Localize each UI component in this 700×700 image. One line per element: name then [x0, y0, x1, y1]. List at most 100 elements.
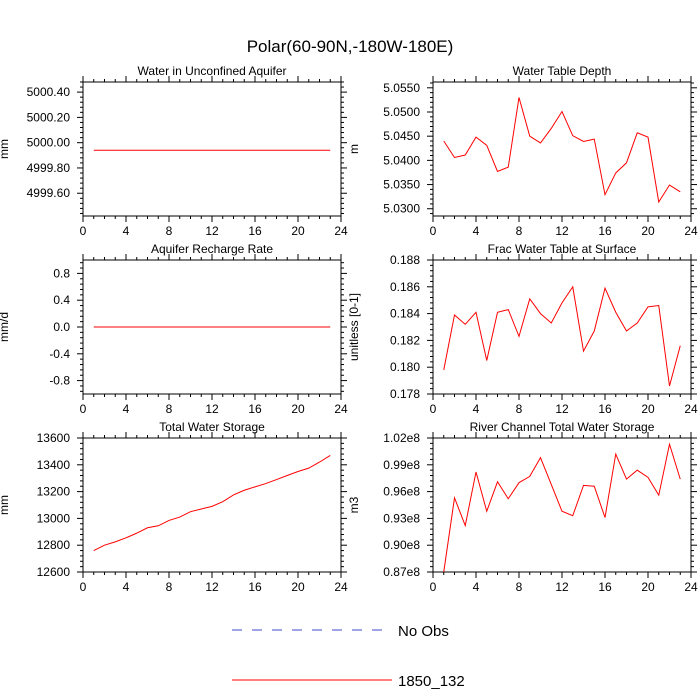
x-tick-label: 0 — [80, 580, 87, 594]
x-tick-label: 16 — [248, 580, 262, 594]
y-tick-label: 0.180 — [390, 360, 420, 374]
x-tick-label: 8 — [516, 224, 523, 238]
x-tick-label: 20 — [641, 402, 655, 416]
series-line-1850-132 — [443, 285, 681, 387]
panel-frac-water-table-at-surface: Frac Water Table at Surface 0 4 8 12 16 20 24 0.… — [347, 242, 698, 416]
plot-frame — [432, 259, 692, 395]
x-tick-label: 0 — [430, 224, 437, 238]
x-tick-label: 12 — [555, 402, 569, 416]
y-tick-label: 0.90e8 — [383, 538, 420, 552]
x-tick-label: 20 — [291, 580, 305, 594]
x-tick-label: 4 — [473, 402, 480, 416]
y-axis-label: mm/d — [0, 312, 11, 342]
y-tick-label: 5000.00 — [27, 136, 71, 150]
x-tick-label: 0 — [430, 402, 437, 416]
x-tick-label: 16 — [598, 580, 612, 594]
y-tick-label: 5000.20 — [27, 110, 71, 124]
x-tick-label: 4 — [123, 402, 130, 416]
x-tick-label: 4 — [473, 580, 480, 594]
panel-total-water-storage: Total Water Storage 0 4 8 12 16 20 24 12600 12800… — [0, 420, 348, 594]
panel-title: Aquifer Recharge Rate — [151, 242, 273, 256]
x-tick-label: 24 — [334, 224, 348, 238]
x-tick-label: 20 — [291, 402, 305, 416]
series-line-1850-132 — [443, 442, 681, 573]
x-tick-label: 16 — [248, 224, 262, 238]
y-tick-label: 0.182 — [390, 333, 420, 347]
y-tick-label: 5.0300 — [383, 202, 420, 216]
panel-title: Total Water Storage — [159, 420, 265, 434]
y-tick-label: 13400 — [37, 458, 71, 472]
panel-aquifer-recharge-rate: Aquifer Recharge Rate 0 4 8 12 16 20 24 -0.8 -0.4… — [0, 242, 348, 416]
x-tick-label: 16 — [598, 402, 612, 416]
legend-label: No Obs — [398, 623, 449, 640]
y-tick-label: -0.4 — [49, 347, 70, 361]
x-tick-label: 12 — [205, 580, 219, 594]
x-tick-label: 20 — [641, 224, 655, 238]
y-tick-label: 0.178 — [390, 387, 420, 401]
legend-entry-1850-132: 1850_132 — [232, 673, 465, 690]
x-tick-label: 24 — [684, 224, 698, 238]
x-tick-label: 16 — [598, 224, 612, 238]
x-tick-label: 8 — [516, 580, 523, 594]
figure-title: Polar(60-90N,-180W-180E) — [247, 37, 454, 56]
y-tick-label: -0.8 — [49, 374, 70, 388]
x-tick-label: 0 — [80, 224, 87, 238]
y-tick-label: 0.188 — [390, 253, 420, 267]
panel-water-in-unconfined-aquifer: Water in Unconfined Aquifer 0 4 8 12 16 20 24 49… — [0, 64, 348, 238]
x-tick-label: 16 — [248, 402, 262, 416]
plot-frame — [432, 437, 692, 573]
x-tick-label: 8 — [166, 580, 173, 594]
y-tick-label: 5000.40 — [27, 85, 71, 99]
y-tick-label: 0.4 — [53, 293, 70, 307]
y-tick-label: 13200 — [37, 485, 71, 499]
y-tick-label: 4999.60 — [27, 186, 71, 200]
y-tick-label: 13000 — [37, 511, 71, 525]
x-tick-label: 8 — [166, 402, 173, 416]
x-tick-label: 4 — [123, 580, 130, 594]
y-axis-label: mm — [0, 139, 11, 159]
y-tick-label: 5.0550 — [383, 81, 420, 95]
y-axis-label: unitless [0-1] — [347, 293, 361, 361]
x-tick-label: 24 — [684, 402, 698, 416]
plot-frame — [82, 81, 342, 217]
panel-title: Water in Unconfined Aquifer — [138, 64, 287, 78]
x-tick-label: 0 — [80, 402, 87, 416]
y-tick-label: 0.186 — [390, 280, 420, 294]
y-tick-label: 0.99e8 — [383, 458, 420, 472]
y-tick-label: 0.96e8 — [383, 485, 420, 499]
y-axis-label: mm — [0, 495, 11, 515]
x-tick-label: 24 — [334, 580, 348, 594]
y-tick-label: 0.184 — [390, 307, 420, 321]
legend-label: 1850_132 — [398, 673, 465, 690]
panel-title: Frac Water Table at Surface — [488, 242, 637, 256]
x-tick-label: 12 — [555, 224, 569, 238]
y-tick-label: 5.0450 — [383, 129, 420, 143]
x-tick-label: 0 — [430, 580, 437, 594]
x-tick-label: 12 — [205, 224, 219, 238]
series-line-1850-132 — [93, 454, 331, 552]
y-tick-label: 12800 — [37, 538, 71, 552]
panel-water-table-depth: Water Table Depth 0 4 8 12 16 20 24 5.0300 5.0350… — [347, 64, 698, 238]
panel-title: River Channel Total Water Storage — [470, 420, 655, 434]
y-tick-label: 1.02e8 — [383, 431, 420, 445]
y-axis-label: m3 — [347, 496, 361, 513]
x-tick-label: 12 — [205, 402, 219, 416]
y-tick-label: 0.93e8 — [383, 511, 420, 525]
panel-title: Water Table Depth — [513, 64, 612, 78]
x-tick-label: 12 — [555, 580, 569, 594]
panel-river-channel-total-water-storage: River Channel Total Water Storage 0 4 8 12 16… — [347, 420, 698, 594]
legend-entry-no-obs: No Obs — [232, 623, 449, 640]
y-tick-label: 12600 — [37, 565, 71, 579]
panels: Water in Unconfined Aquifer 0 4 8 12 16 20 24 49… — [0, 64, 698, 594]
y-axis-label: m — [347, 144, 361, 154]
y-tick-label: 0.87e8 — [383, 565, 420, 579]
y-tick-label: 0.8 — [53, 266, 70, 280]
x-tick-label: 4 — [473, 224, 480, 238]
x-tick-label: 20 — [641, 580, 655, 594]
y-tick-label: 5.0400 — [383, 153, 420, 167]
x-tick-label: 4 — [123, 224, 130, 238]
y-tick-label: 4999.80 — [27, 161, 71, 175]
y-tick-label: 5.0500 — [383, 105, 420, 119]
x-tick-label: 8 — [516, 402, 523, 416]
